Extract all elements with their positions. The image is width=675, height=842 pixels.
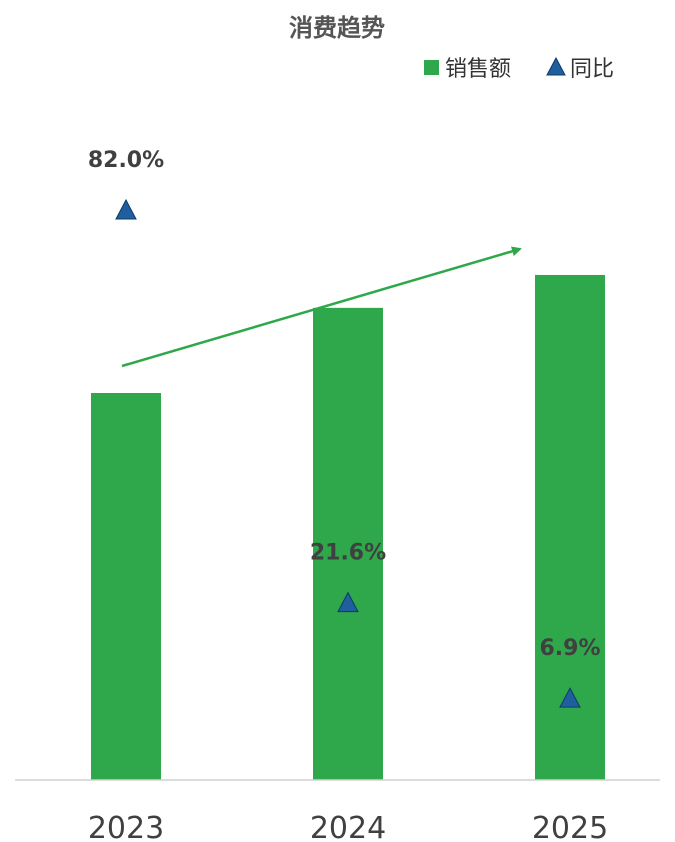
legend-swatch-sales <box>424 60 439 75</box>
yoy-markers: 82.0% 21.6% 6.9% <box>88 148 601 708</box>
x-tick-label: 2023 <box>88 811 164 842</box>
yoy-data-label: 6.9% <box>539 636 600 661</box>
x-axis-ticks: 2023 2024 2025 <box>88 811 608 842</box>
legend-label-sales: 销售额 <box>445 57 511 82</box>
legend-label-yoy: 同比 <box>570 57 614 82</box>
x-tick-label: 2024 <box>310 811 386 842</box>
legend: 销售额 同比 <box>424 56 614 82</box>
chart-title: 消费趋势 <box>289 14 385 42</box>
bar-2024 <box>313 307 383 780</box>
yoy-data-label: 21.6% <box>310 541 386 566</box>
yoy-data-label: 82.0% <box>88 148 164 173</box>
x-tick-label: 2025 <box>532 811 608 842</box>
legend-marker-yoy <box>546 56 566 76</box>
yoy-marker-2025 <box>559 687 581 708</box>
yoy-marker-2023 <box>115 198 137 220</box>
bars <box>91 274 605 780</box>
trend-arrow <box>121 246 522 368</box>
bar-2023 <box>91 393 161 780</box>
yoy-marker-2024 <box>337 591 359 613</box>
